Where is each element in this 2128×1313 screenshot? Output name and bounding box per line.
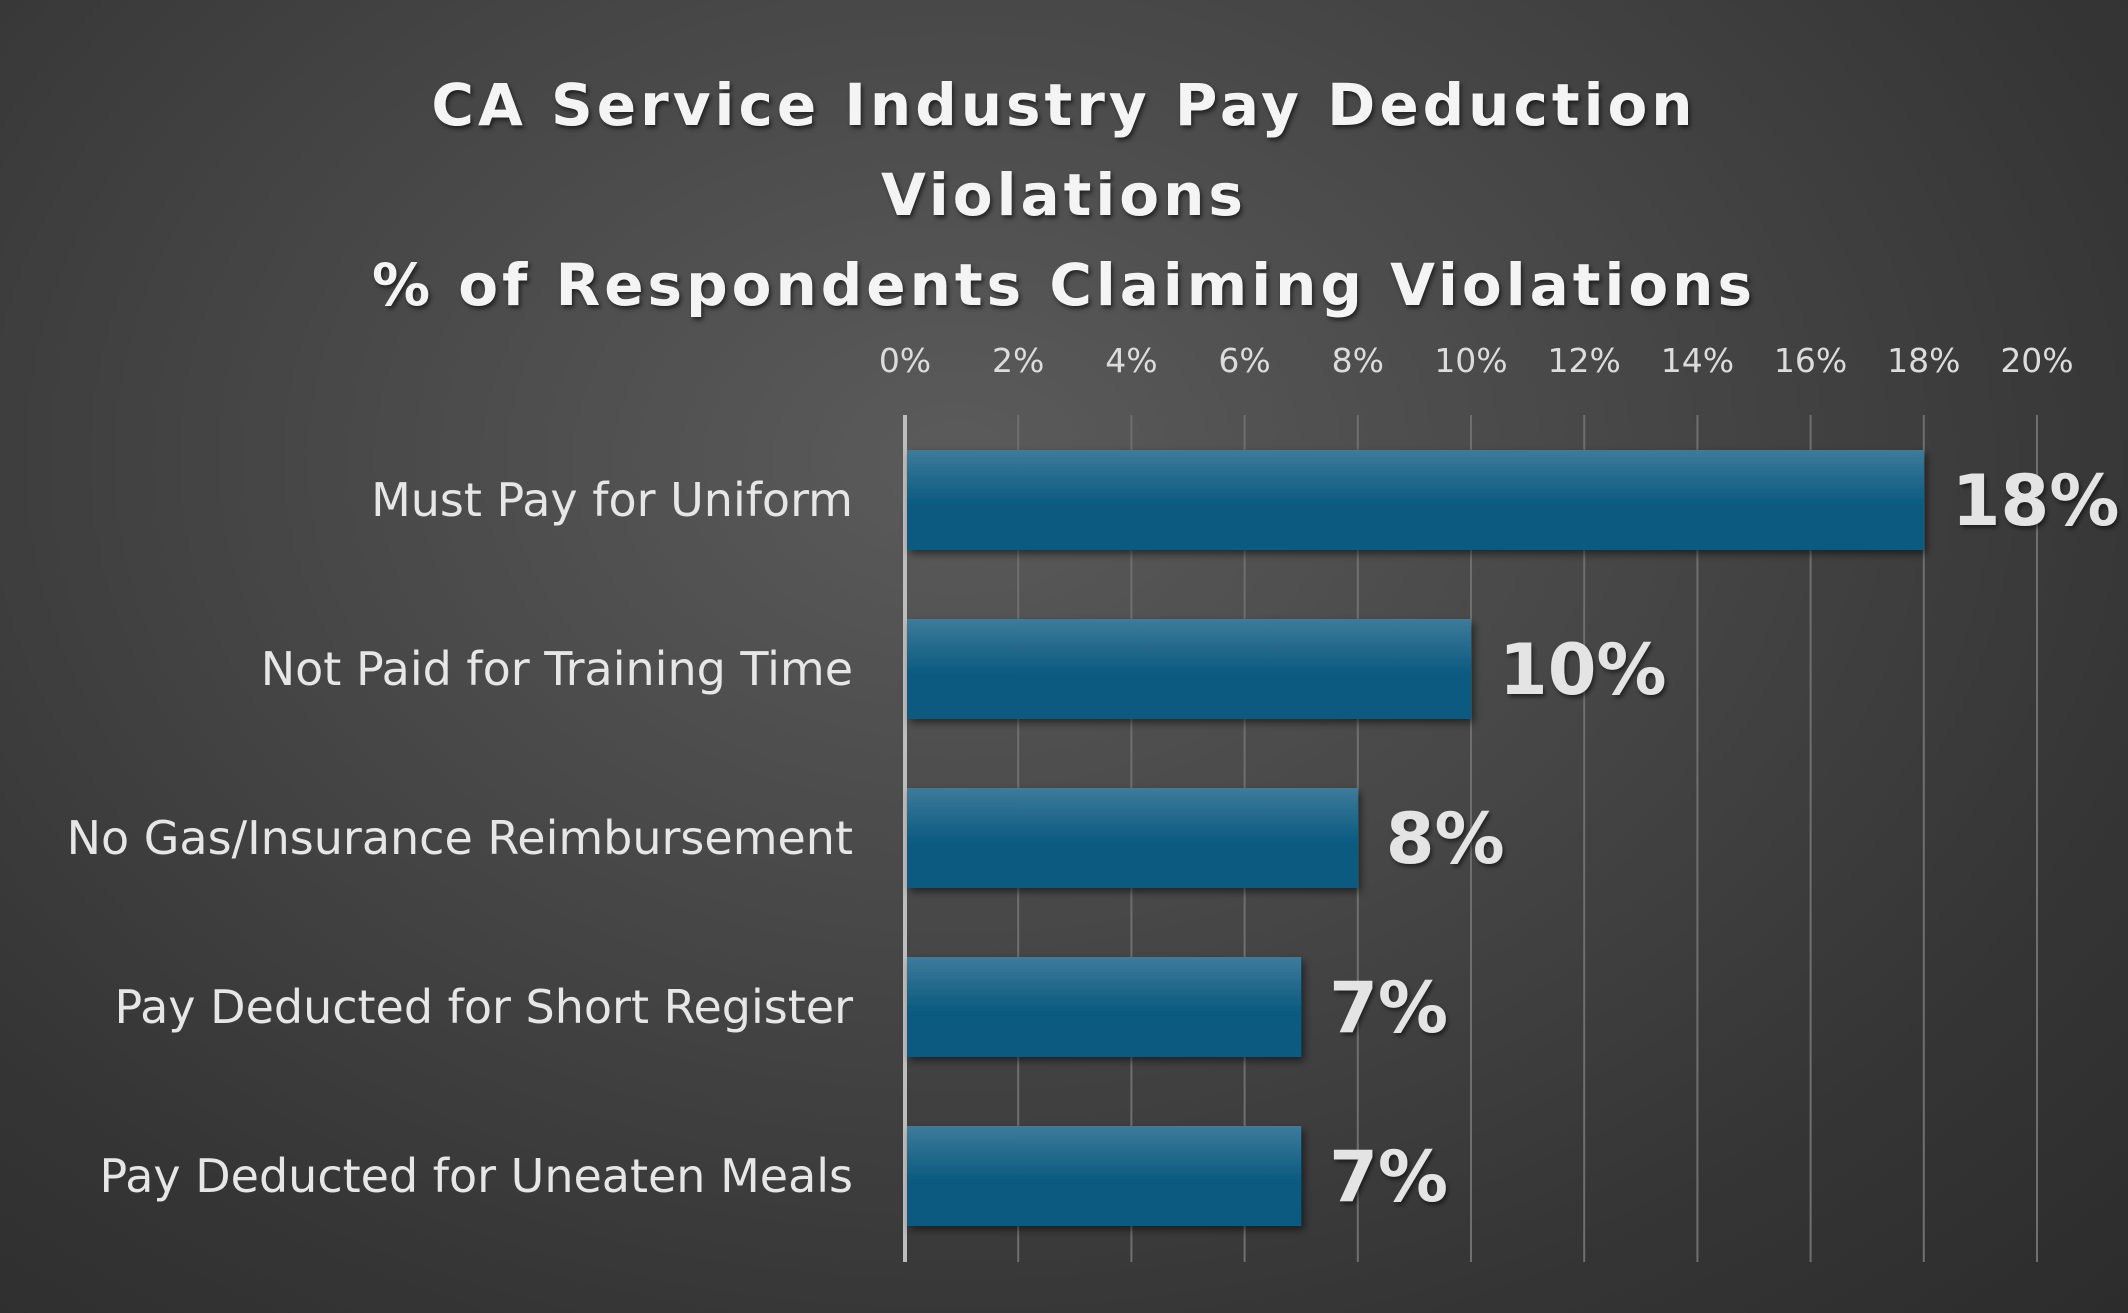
bar [907,1126,1302,1226]
x-tick-label: 20% [2000,341,2073,380]
bar [907,619,1471,719]
data-label: 10% [1499,629,1667,711]
x-tick-label: 10% [1434,341,1507,380]
category-label: Must Pay for Uniform [371,473,853,527]
x-tick-label: 2% [992,341,1044,380]
x-tick-label: 0% [879,341,931,380]
chart-title-line-2: Violations [881,161,1247,229]
x-tick-label: 14% [1661,341,1734,380]
data-label: 7% [1329,1136,1448,1218]
bar [907,788,1358,888]
data-label: 7% [1329,967,1448,1049]
x-tick-label: 12% [1548,341,1621,380]
chart-title: CA Service Industry Pay Deduction Violat… [0,60,2128,330]
category-label: Pay Deducted for Short Register [114,980,853,1034]
category-label: No Gas/Insurance Reimbursement [67,811,853,865]
x-tick-label: 4% [1105,341,1157,380]
data-label: 18% [1952,460,2120,542]
x-tick-label: 16% [1774,341,1847,380]
bar [907,450,1924,550]
chart-title-line-3: % of Respondents Claiming Violations [371,251,1756,319]
bar [907,957,1302,1057]
x-tick-label: 8% [1332,341,1384,380]
category-label: Pay Deducted for Uneaten Meals [100,1149,853,1203]
x-tick-label: 6% [1218,341,1270,380]
x-tick-label: 18% [1887,341,1960,380]
chart-title-line-1: CA Service Industry Pay Deduction [431,71,1697,139]
data-label: 8% [1386,798,1505,880]
category-label: Not Paid for Training Time [261,642,853,696]
